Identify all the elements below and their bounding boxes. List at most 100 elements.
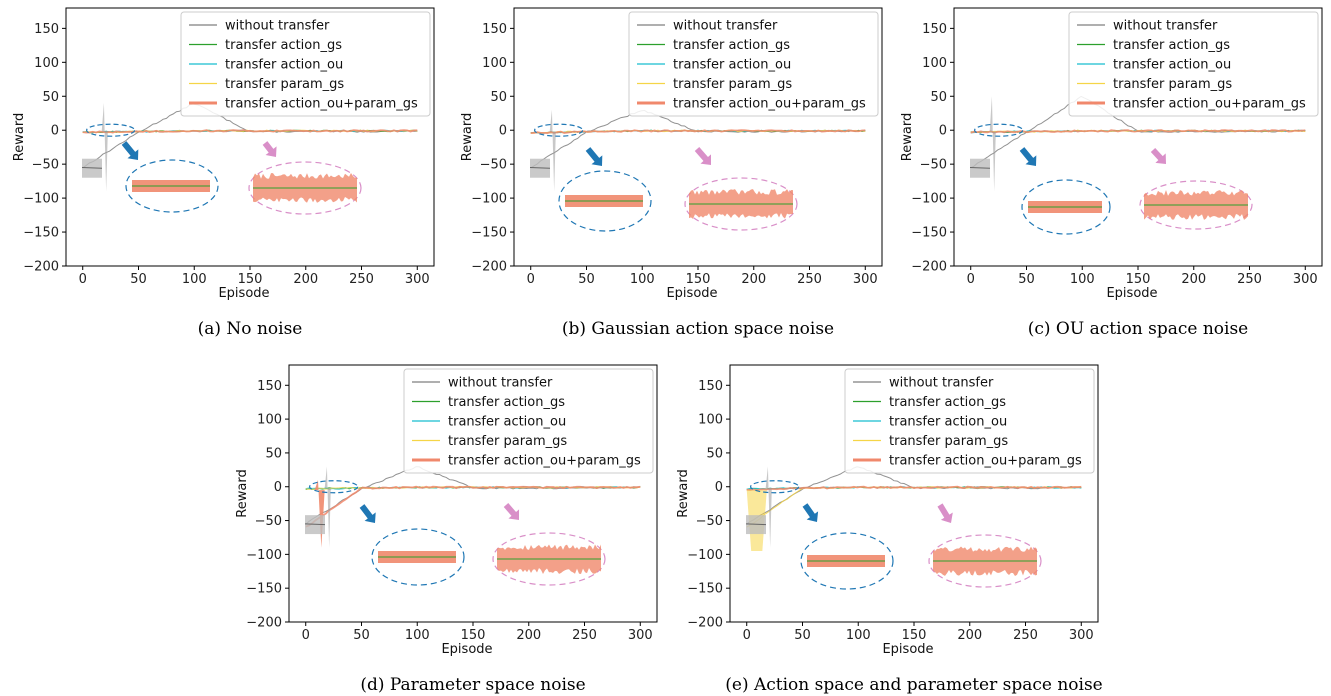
zoom-arrow-blue	[802, 503, 819, 522]
x-tick-label: 250	[1013, 628, 1038, 643]
x-tick-label: 300	[1069, 628, 1094, 643]
x-tick-label: 150	[902, 628, 927, 643]
x-tick-label: 0	[302, 628, 310, 643]
y-tick-label: 100	[922, 56, 947, 71]
legend-label: without transfer	[673, 19, 778, 34]
zoom-inset-blue	[558, 170, 652, 232]
x-tick-label: 250	[572, 628, 597, 643]
x-tick-label: 150	[461, 628, 486, 643]
x-tick-label: 50	[794, 628, 811, 643]
y-tick-label: 0	[499, 124, 507, 139]
zoom-arrow-pink	[937, 503, 953, 523]
zoom-gray-line	[304, 523, 326, 526]
x-tick-label: 250	[1237, 272, 1262, 287]
zoom-source-ellipse	[86, 123, 136, 137]
y-tick-label: −150	[23, 226, 59, 241]
y-tick-label: −100	[471, 192, 507, 207]
x-tick-label: 50	[1018, 272, 1035, 287]
legend-label: transfer action_ou+param_gs	[673, 97, 866, 112]
x-tick-label: 100	[1070, 272, 1095, 287]
subfigure-caption: (e) Action space and parameter space noi…	[725, 675, 1103, 695]
zoom-source-ellipse	[534, 123, 584, 137]
legend-label: transfer param_gs	[225, 77, 344, 92]
y-tick-label: −50	[696, 514, 723, 529]
y-axis-label: Reward	[676, 469, 691, 517]
zoom-inset-pink	[928, 534, 1042, 588]
x-axis-label: Episode	[441, 642, 492, 657]
y-tick-label: 50	[706, 446, 723, 461]
legend-label: transfer param_gs	[1113, 77, 1232, 92]
x-tick-label: 250	[349, 272, 374, 287]
x-tick-label: 250	[797, 272, 822, 287]
y-tick-label: 50	[930, 90, 947, 105]
zoom-source-ellipse	[974, 123, 1024, 137]
legend-label: transfer action_ou+param_gs	[448, 454, 641, 469]
legend-label: transfer action_ou+param_gs	[889, 454, 1082, 469]
y-axis-label: Reward	[460, 113, 475, 161]
y-tick-label: 0	[274, 480, 282, 495]
x-tick-label: 50	[130, 272, 147, 287]
legend-label: transfer action_gs	[889, 395, 1006, 410]
legend-box	[844, 368, 1095, 474]
zoom-arrow-blue	[359, 504, 376, 523]
y-axis-label: Reward	[900, 113, 915, 161]
chart-panel-5: −200 −150 −100 −50 0 50 100 150 0 50 100 150 200 250 3…	[676, 364, 1103, 695]
x-tick-label: 100	[630, 272, 655, 287]
zoom-arrow-blue	[585, 147, 603, 166]
chart-panel-4: −200 −150 −100 −50 0 50 100 150 0 50 100 150 200 250 3…	[235, 364, 658, 695]
legend-label: transfer action_ou+param_gs	[225, 97, 418, 112]
x-tick-label: 200	[741, 272, 766, 287]
legend-label: transfer param_gs	[673, 77, 792, 92]
x-axis-label: Episode	[1106, 286, 1157, 301]
zoom-gray-line	[81, 167, 103, 169]
x-tick-label: 300	[405, 272, 430, 287]
series-spike-band	[765, 466, 772, 548]
zoom-inset-pink	[248, 161, 362, 215]
y-tick-label: −150	[246, 582, 282, 597]
y-tick-label: 50	[265, 446, 282, 461]
legend-label: transfer action_ou	[889, 415, 1007, 430]
legend-label: transfer action_gs	[1113, 38, 1230, 53]
x-tick-label: 300	[853, 272, 878, 287]
subfigure-caption: (a) No noise	[198, 319, 303, 339]
zoom-source-ellipse	[309, 480, 359, 494]
legend-label: without transfer	[1113, 19, 1218, 34]
zoom-gray-line	[529, 167, 551, 169]
x-tick-label: 150	[686, 272, 711, 287]
series-line-5	[82, 129, 418, 134]
series-spike-band	[324, 466, 331, 548]
y-tick-label: 100	[698, 413, 723, 428]
x-tick-label: 150	[238, 272, 263, 287]
zoom-arrow-blue	[121, 141, 139, 160]
x-axis-label: Episode	[218, 286, 269, 301]
x-tick-label: 0	[527, 272, 535, 287]
legend-label: transfer action_ou	[1113, 58, 1231, 73]
series-line-5	[305, 485, 641, 528]
zoom-arrow-pink	[694, 147, 711, 165]
y-tick-label: −150	[687, 582, 723, 597]
zoom-gray-line	[969, 167, 991, 169]
x-tick-label: 0	[743, 628, 751, 643]
y-tick-label: −100	[911, 192, 947, 207]
series-spike-band	[101, 103, 108, 192]
x-tick-label: 200	[1181, 272, 1206, 287]
y-tick-label: −200	[23, 260, 59, 275]
legend-label: without transfer	[448, 376, 553, 391]
subfigure-caption: (b) Gaussian action space noise	[562, 319, 834, 339]
x-tick-label: 50	[578, 272, 595, 287]
x-tick-label: 50	[353, 628, 370, 643]
legend-label: transfer param_gs	[889, 434, 1008, 449]
y-tick-label: −50	[480, 158, 507, 173]
x-tick-label: 100	[846, 628, 871, 643]
y-tick-label: 150	[922, 22, 947, 37]
x-tick-label: 0	[967, 272, 975, 287]
y-tick-label: 100	[482, 56, 507, 71]
zoom-inset-blue	[125, 159, 219, 213]
y-tick-label: 0	[939, 124, 947, 139]
zoom-gray-line	[745, 523, 767, 526]
x-axis-label: Episode	[882, 642, 933, 657]
x-tick-label: 200	[957, 628, 982, 643]
legend-box	[1068, 11, 1319, 117]
legend-label: without transfer	[889, 376, 994, 391]
